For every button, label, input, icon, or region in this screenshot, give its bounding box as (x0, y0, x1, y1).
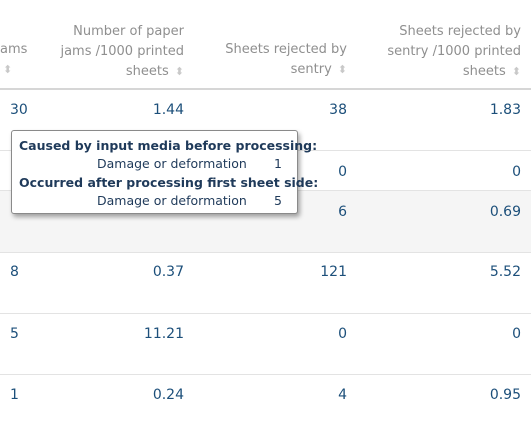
tooltip-item-label: Damage or deformation (97, 193, 247, 208)
tooltip-item-label: Damage or deformation (97, 156, 247, 171)
table-row[interactable]: 1 0.24 4 0.95 (0, 375, 531, 428)
cell-jams: 30 (10, 102, 28, 118)
tooltip-heading: Occurred after processing first sheet si… (19, 175, 319, 190)
column-header-sheets-rejected-per-1000[interactable]: Sheets rejected by sentry /1000 printed … (387, 22, 521, 82)
breakdown-tooltip: Caused by input media before processing:… (11, 130, 318, 214)
sort-updown-icon[interactable]: ⬍ (174, 64, 184, 78)
sort-updown-icon[interactable]: ⬍ (511, 64, 521, 78)
column-header-jams[interactable]: ams ⬍ (0, 40, 27, 80)
cell-sheets-rejected-per-1000: 1.83 (489, 102, 521, 118)
cell-jams: 8 (10, 264, 19, 280)
cell-sheets-rejected: 0 (338, 164, 347, 180)
cell-sheets-rejected: 6 (338, 204, 347, 220)
table-header: ams ⬍ Number of paper jams /1000 printed… (0, 0, 531, 90)
sort-updown-icon[interactable]: ⬍ (3, 62, 13, 76)
table-row[interactable]: 5 11.21 0 0 (0, 314, 531, 375)
header-label: sentry (290, 62, 332, 77)
column-header-jams-per-1000[interactable]: Number of paper jams /1000 printed sheet… (60, 22, 184, 82)
header-label: sheets (462, 64, 506, 79)
header-label: Number of paper (73, 24, 184, 39)
cell-jams: 5 (10, 326, 19, 342)
cell-sheets-rejected-per-1000: 5.52 (489, 264, 521, 280)
header-label: Sheets rejected by (225, 42, 347, 57)
cell-jams-per-1000: 0.37 (152, 264, 184, 280)
column-header-sheets-rejected[interactable]: Sheets rejected by sentry ⬍ (225, 40, 347, 80)
cell-sheets-rejected: 38 (329, 102, 347, 118)
tooltip-item-value: 5 (274, 193, 282, 208)
tooltip-item-value: 1 (274, 156, 282, 171)
cell-sheets-rejected-per-1000: 0 (512, 326, 521, 342)
cell-jams: 1 (10, 387, 19, 403)
cell-sheets-rejected-per-1000: 0.69 (489, 204, 521, 220)
table-row[interactable]: 8 0.37 121 5.52 (0, 253, 531, 314)
header-label: Sheets rejected by (399, 24, 521, 39)
tooltip-heading: Caused by input media before processing: (19, 138, 318, 153)
cell-jams-per-1000: 1.44 (152, 102, 184, 118)
cell-sheets-rejected-per-1000: 0.95 (489, 387, 521, 403)
cell-sheets-rejected-per-1000: 0 (512, 164, 521, 180)
header-label: jams /1000 printed (60, 44, 184, 59)
header-label: ams (0, 42, 28, 57)
cell-sheets-rejected: 4 (338, 387, 347, 403)
cell-sheets-rejected: 121 (320, 264, 347, 280)
cell-jams-per-1000: 11.21 (143, 326, 184, 342)
cell-jams-per-1000: 0.24 (152, 387, 184, 403)
cell-sheets-rejected: 0 (338, 326, 347, 342)
header-label: sheets (125, 64, 169, 79)
sort-updown-icon[interactable]: ⬍ (337, 62, 347, 76)
header-label: sentry /1000 printed (387, 44, 521, 59)
